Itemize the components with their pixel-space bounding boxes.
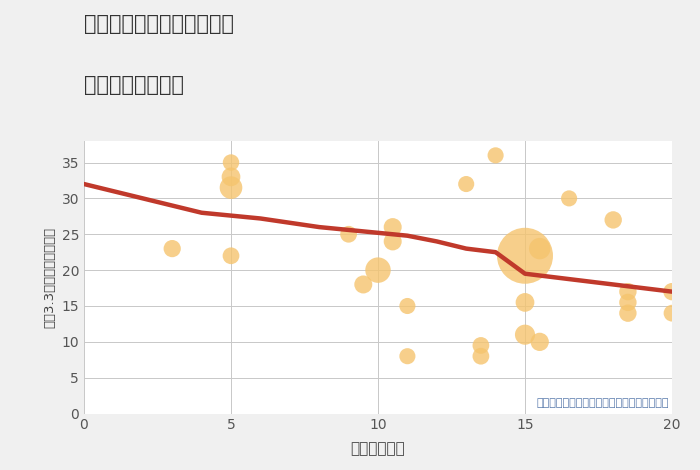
Point: [666, 288, 678, 296]
Y-axis label: 坪（3.3㎡）単価（万円）: 坪（3.3㎡）単価（万円）: [43, 227, 56, 328]
Point: [475, 342, 486, 349]
Point: [666, 309, 678, 317]
Point: [402, 302, 413, 310]
Point: [519, 252, 531, 259]
Point: [225, 173, 237, 180]
Text: 円の大きさは、取引のあった物件面積を示す: 円の大きさは、取引のあった物件面積を示す: [537, 398, 669, 408]
Point: [167, 245, 178, 252]
Point: [622, 298, 634, 306]
Point: [608, 216, 619, 224]
Point: [490, 152, 501, 159]
Point: [534, 245, 545, 252]
Point: [402, 352, 413, 360]
Text: 駅距離別土地価格: 駅距離別土地価格: [84, 75, 184, 95]
Point: [534, 338, 545, 345]
Point: [343, 230, 354, 238]
Text: 愛知県江南市力長町神出の: 愛知県江南市力長町神出の: [84, 14, 234, 34]
Point: [519, 331, 531, 338]
Point: [564, 195, 575, 202]
Point: [358, 281, 369, 288]
Point: [622, 309, 634, 317]
Point: [461, 180, 472, 188]
Point: [519, 298, 531, 306]
Point: [387, 238, 398, 245]
Point: [225, 184, 237, 191]
Point: [372, 266, 384, 274]
X-axis label: 駅距離（分）: 駅距離（分）: [351, 441, 405, 456]
Point: [475, 352, 486, 360]
Point: [387, 223, 398, 231]
Point: [225, 159, 237, 166]
Point: [225, 252, 237, 259]
Point: [622, 288, 634, 296]
